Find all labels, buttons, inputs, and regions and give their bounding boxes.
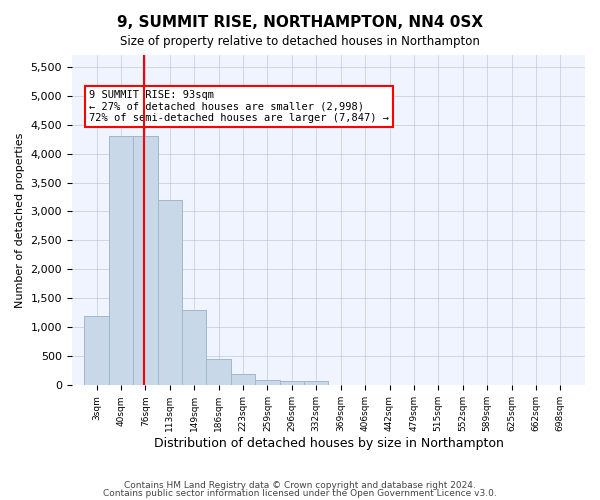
Text: Contains public sector information licensed under the Open Government Licence v3: Contains public sector information licen… <box>103 488 497 498</box>
Bar <box>280 381 304 386</box>
Text: Size of property relative to detached houses in Northampton: Size of property relative to detached ho… <box>120 35 480 48</box>
Text: 9, SUMMIT RISE, NORTHAMPTON, NN4 0SX: 9, SUMMIT RISE, NORTHAMPTON, NN4 0SX <box>117 15 483 30</box>
Bar <box>109 136 133 386</box>
Bar <box>255 380 280 386</box>
X-axis label: Distribution of detached houses by size in Northampton: Distribution of detached houses by size … <box>154 437 503 450</box>
Bar <box>158 200 182 386</box>
Bar <box>133 136 158 386</box>
Bar <box>206 360 231 386</box>
Text: Contains HM Land Registry data © Crown copyright and database right 2024.: Contains HM Land Registry data © Crown c… <box>124 481 476 490</box>
Text: 9 SUMMIT RISE: 93sqm
← 27% of detached houses are smaller (2,998)
72% of semi-de: 9 SUMMIT RISE: 93sqm ← 27% of detached h… <box>89 90 389 123</box>
Y-axis label: Number of detached properties: Number of detached properties <box>15 132 25 308</box>
Bar <box>84 316 109 386</box>
Bar <box>182 310 206 386</box>
Bar <box>304 381 328 386</box>
Bar <box>231 374 255 386</box>
